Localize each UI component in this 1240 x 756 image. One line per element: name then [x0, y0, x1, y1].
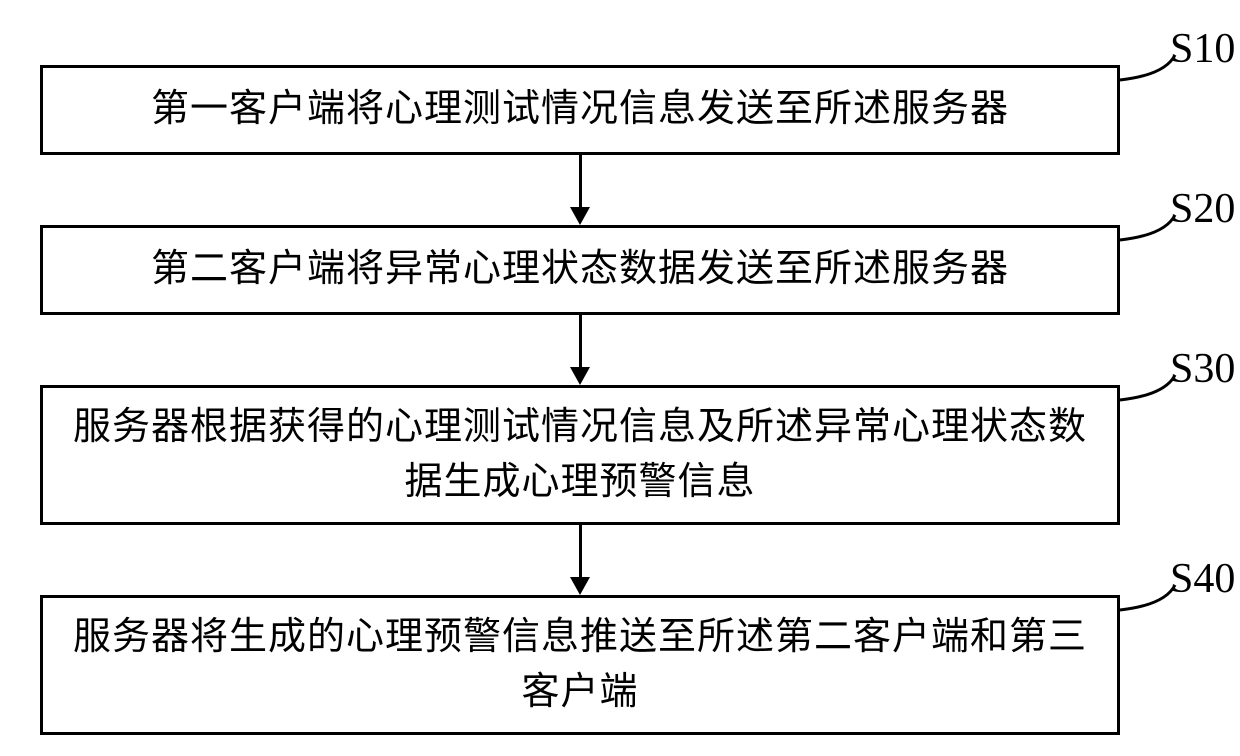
flow-node-s10: 第一客户端将心理测试情况信息发送至所述服务器: [40, 65, 1120, 155]
flow-node-s20-text: 第二客户端将异常心理状态数据发送至所述服务器: [151, 242, 1009, 297]
flow-node-s10-label: S10: [1170, 25, 1235, 73]
flow-arrow-3-head: [570, 577, 590, 595]
flow-node-s40: 服务器将生成的心理预警信息推送至所述第二客户端和第三客户端: [40, 595, 1120, 735]
flow-arrow-2-head: [570, 367, 590, 385]
flow-node-s10-text: 第一客户端将心理测试情况信息发送至所述服务器: [151, 82, 1009, 137]
flow-arrow-1-head: [570, 207, 590, 225]
flow-arrow-3-line: [579, 525, 582, 577]
flow-node-s30-text: 服务器根据获得的心理测试情况信息及所述异常心理状态数据生成心理预警信息: [63, 400, 1097, 510]
flow-node-s40-text: 服务器将生成的心理预警信息推送至所述第二客户端和第三客户端: [63, 610, 1097, 720]
flow-node-s40-label: S40: [1170, 555, 1235, 603]
flow-node-s30-label: S30: [1170, 345, 1235, 393]
flow-node-s20-label: S20: [1170, 185, 1235, 233]
flow-node-s20: 第二客户端将异常心理状态数据发送至所述服务器: [40, 225, 1120, 315]
flow-arrow-1-line: [579, 155, 582, 207]
flowchart-canvas: 第一客户端将心理测试情况信息发送至所述服务器 S10 第二客户端将异常心理状态数…: [0, 0, 1240, 756]
flow-node-s30: 服务器根据获得的心理测试情况信息及所述异常心理状态数据生成心理预警信息: [40, 385, 1120, 525]
flow-arrow-2-line: [579, 315, 582, 367]
